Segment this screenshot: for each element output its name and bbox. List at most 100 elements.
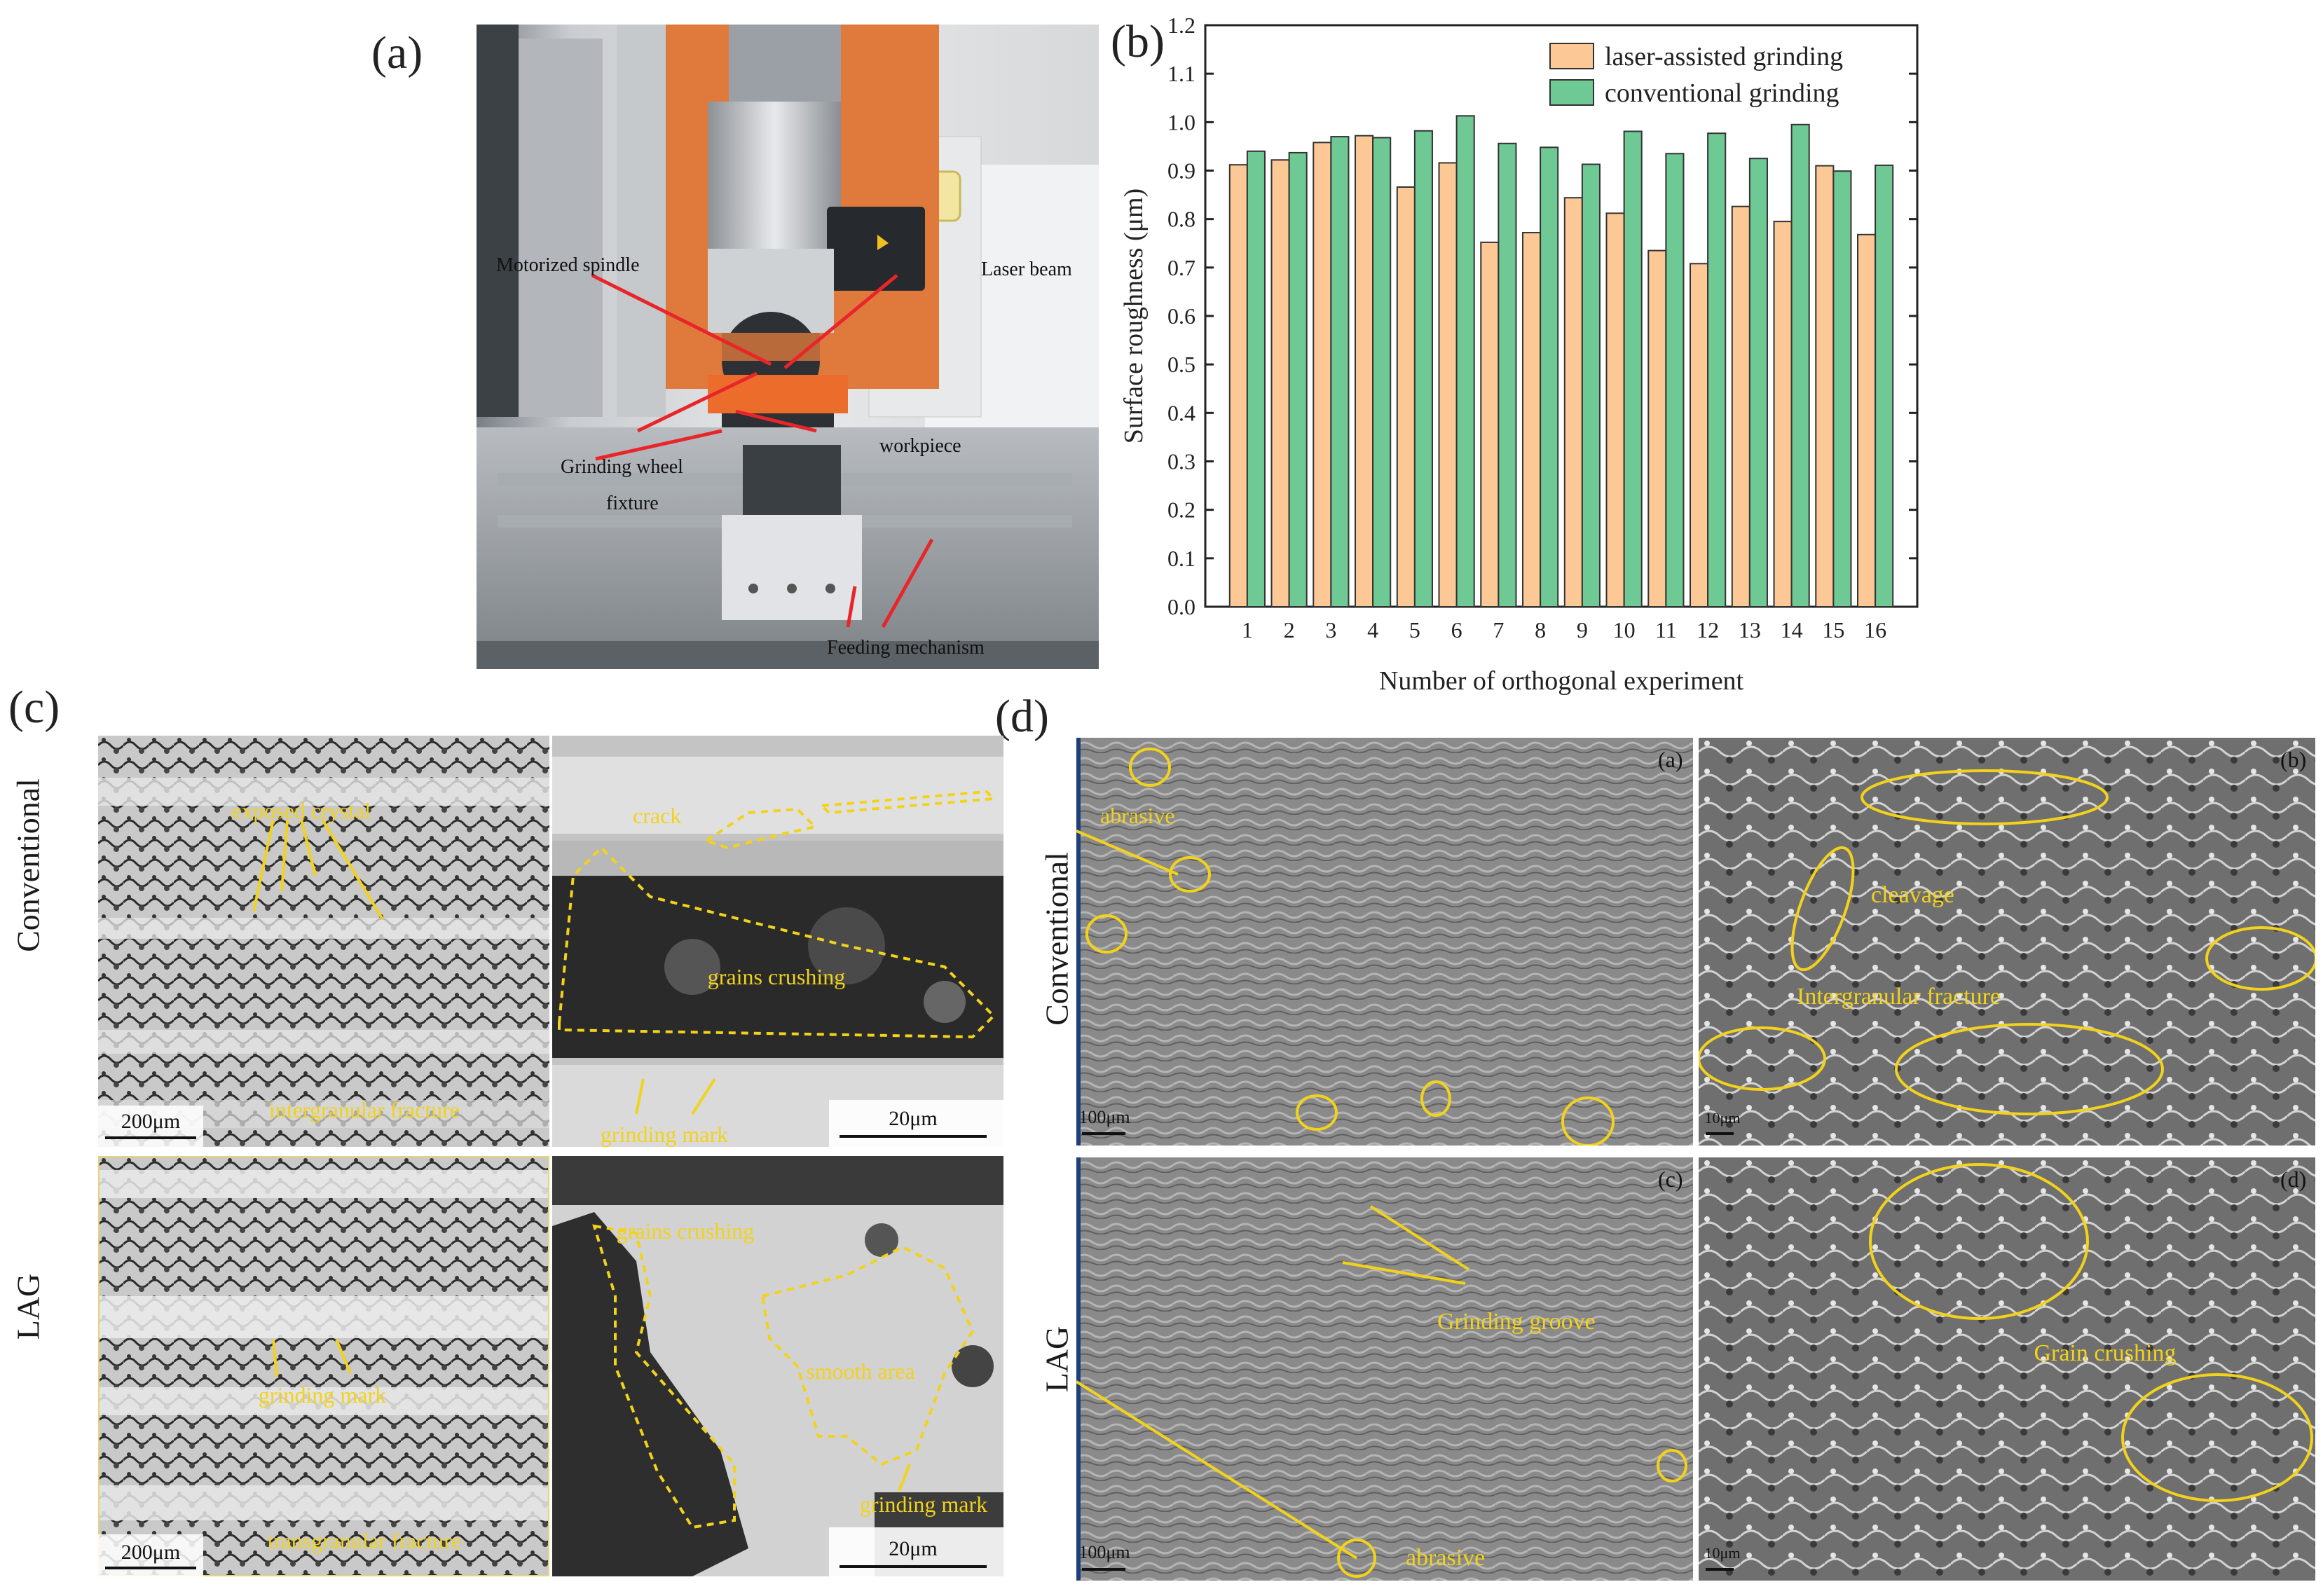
y-tick-label: 0.0 <box>1167 594 1195 619</box>
panel-b-letter: (b) <box>1111 16 1165 67</box>
bar-conventional <box>1498 142 1517 607</box>
bar-laser-assisted <box>1480 241 1500 608</box>
machine-leader-lines <box>591 273 934 628</box>
y-tick-label: 0.7 <box>1167 255 1195 280</box>
d-b-annotation-intergranular-fracture: Intergranular fracture <box>1797 984 2001 1010</box>
x-tick-label: 14 <box>1781 617 1803 642</box>
d-sem-conventional-high-mag: cleavage Intergranular fracture (b) 10μm <box>1699 738 2315 1146</box>
machine-photo: Motorized spindle Laser beam Grinding wh… <box>477 25 1099 669</box>
d-sem-lag-high-mag: Grain crushing (d) 10μm <box>1699 1157 2315 1581</box>
x-tick-label: 13 <box>1739 617 1761 642</box>
bar-conventional <box>1246 150 1266 608</box>
c-br-scale-bar: 20μm <box>889 1537 937 1560</box>
d-d-annotation-grain-crushing: Grain crushing <box>2034 1340 2176 1366</box>
bar-conventional <box>1372 137 1392 607</box>
x-tick-label: 6 <box>1451 617 1462 642</box>
d-d-tag: (d) <box>2280 1167 2306 1192</box>
bar-laser-assisted <box>1228 164 1248 607</box>
legend-label-conventional: conventional grinding <box>1605 78 1839 108</box>
bar-laser-assisted <box>1605 212 1625 608</box>
x-tick-label: 12 <box>1697 617 1719 642</box>
d-c-annotation-abrasive: abrasive <box>1406 1545 1485 1571</box>
bar-conventional <box>1790 123 1810 607</box>
panel-a-letter: (a) <box>371 27 423 78</box>
roughness-bar-chart: 0.00.10.20.30.40.50.60.70.80.91.01.11.2 … <box>1119 13 1919 696</box>
bar-laser-assisted <box>1438 162 1458 607</box>
y-tick-label: 0.3 <box>1167 449 1195 474</box>
x-tick-label: 7 <box>1493 617 1504 642</box>
label-motorized-spindle: Motorized spindle <box>496 254 640 276</box>
c-tl-annotation-exposed-crystal: exposed crystal <box>232 798 371 823</box>
bar-conventional <box>1288 151 1308 608</box>
d-b-scale-bar: 10μm <box>1705 1109 1741 1127</box>
label-fixture: fixture <box>606 493 659 514</box>
y-tick-label: 0.2 <box>1167 497 1195 523</box>
d-sem-lag-low-mag: Grinding groove abrasive (c) 100μm <box>1076 1157 1693 1581</box>
c-bl-annotation-grinding-mark: grinding mark <box>259 1382 386 1408</box>
y-tick-label: 1.1 <box>1167 61 1195 86</box>
bar-conventional <box>1455 115 1475 607</box>
c-micrograph-lag-high-mag: grains crushing smooth area grinding mar… <box>552 1156 1003 1576</box>
bar-conventional <box>1540 146 1559 608</box>
bar-series <box>1228 115 1894 608</box>
c-bl-annotation-transgranular-fracture: transgranular fracture <box>268 1528 461 1553</box>
d-d-scale-bar: 10μm <box>1705 1544 1741 1562</box>
panel-d-letter: (d) <box>995 691 1049 742</box>
x-tick-label: 5 <box>1409 617 1420 642</box>
label-laser-beam: Laser beam <box>981 259 1072 280</box>
y-tick-label: 0.1 <box>1167 546 1195 571</box>
x-tick-label: 1 <box>1242 617 1253 642</box>
x-axis-label: Number of orthogonal experiment <box>1379 666 1744 696</box>
c-tl-annotation-intergranular-fracture: intergranular fracture <box>269 1097 460 1122</box>
bar-conventional <box>1665 153 1685 607</box>
x-tick-label: 2 <box>1284 617 1295 642</box>
c-tr-annotation-crack: crack <box>633 803 681 828</box>
d-c-annotation-grinding-groove: Grinding groove <box>1437 1309 1596 1335</box>
bar-laser-assisted <box>1313 142 1332 607</box>
x-tick-label: 10 <box>1613 617 1636 642</box>
y-tick-label: 0.5 <box>1167 352 1195 377</box>
c-tr-annotation-grinding-mark: grinding mark <box>601 1122 728 1147</box>
label-grinding-wheel: Grinding wheel <box>561 456 683 478</box>
bar-laser-assisted <box>1857 233 1877 607</box>
c-micrograph-conventional-low-mag: exposed crystal intergranular fracture 2… <box>98 736 549 1147</box>
c-br-annotation-grains-crushing: grains crushing <box>617 1218 754 1244</box>
bar-laser-assisted <box>1773 221 1793 607</box>
x-tick-label: 15 <box>1822 617 1844 642</box>
d-a-tag: (a) <box>1658 747 1683 772</box>
bar-conventional <box>1875 164 1894 607</box>
c-micrograph-conventional-high-mag: crack grains crushing grinding mark 20μm <box>552 736 1003 1147</box>
bar-conventional <box>1413 130 1433 608</box>
x-tick-label: 9 <box>1577 617 1588 642</box>
bar-laser-assisted <box>1522 232 1542 607</box>
x-tick-label: 3 <box>1325 617 1336 642</box>
d-c-tag: (c) <box>1658 1167 1683 1192</box>
bar-conventional <box>1707 132 1727 608</box>
bar-laser-assisted <box>1355 135 1374 607</box>
d-c-scale-bar: 100μm <box>1078 1542 1130 1562</box>
bar-laser-assisted <box>1563 197 1583 607</box>
bar-laser-assisted <box>1731 205 1750 607</box>
label-feeding-mechanism: Feeding mechanism <box>827 637 985 659</box>
x-tick-label: 8 <box>1535 617 1546 642</box>
y-tick-label: 1.2 <box>1167 13 1195 38</box>
legend-label-laser-assisted: laser-assisted grinding <box>1605 42 1843 71</box>
c-br-annotation-grinding-mark: grinding mark <box>860 1492 987 1517</box>
bar-conventional <box>1748 158 1768 608</box>
bar-conventional <box>1330 136 1350 608</box>
legend-swatch-laser-assisted <box>1549 43 1594 69</box>
y-axis: 0.0 0.1 0.2 0.3 0.4 0.5 0.6 0.7 0.8 0.9 1.0 1.1 1.2 <box>1167 13 1917 619</box>
y-tick-label: 1.0 <box>1167 109 1195 135</box>
d-sem-conventional-low-mag: abrasive (a) 100μm <box>1076 738 1693 1146</box>
c-micrograph-lag-low-mag: grinding mark transgranular fracture 200… <box>98 1156 549 1576</box>
d-b-tag: (b) <box>2280 747 2306 772</box>
bar-laser-assisted <box>1270 159 1290 608</box>
y-tick-label: 0.8 <box>1167 207 1195 232</box>
label-workpiece: workpiece <box>879 435 961 457</box>
panel-c-letter: (c) <box>8 682 60 733</box>
y-tick-label: 0.9 <box>1167 158 1195 184</box>
x-tick-label: 16 <box>1864 617 1886 642</box>
x-tick-label: 11 <box>1655 617 1677 642</box>
legend-swatch-conventional <box>1549 79 1594 106</box>
machine-photo-drawing: Motorized spindle Laser beam Grinding wh… <box>477 25 1099 669</box>
